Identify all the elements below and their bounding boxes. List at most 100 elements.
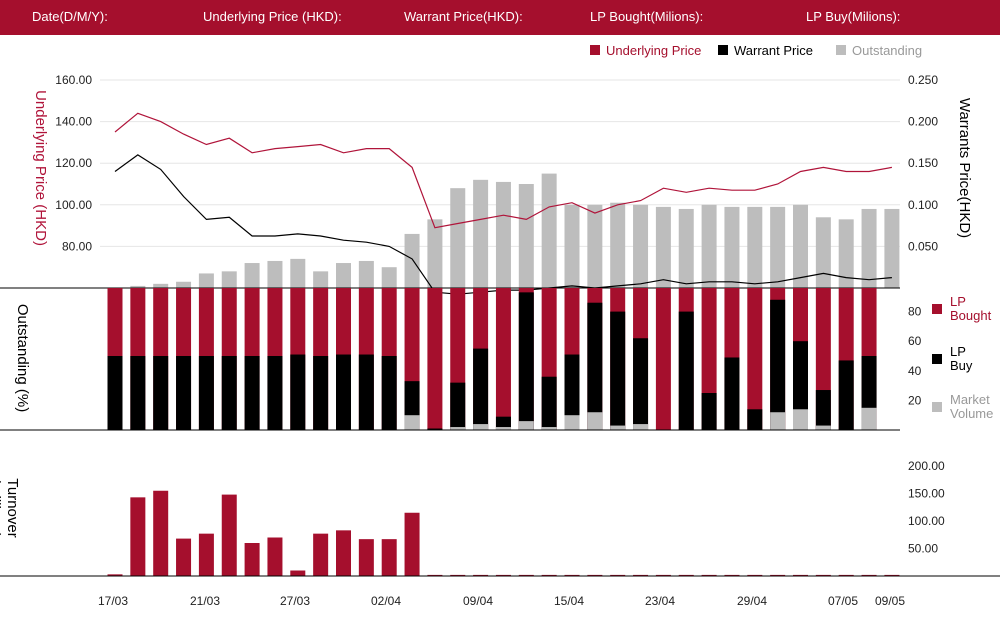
- lp-buy-bar: [130, 356, 146, 430]
- lp-buy-bar: [518, 292, 534, 430]
- y-bottom-axis-title-unit: (Millions): [0, 478, 3, 538]
- legend-swatch: [932, 354, 942, 364]
- turnover-bar: [221, 494, 237, 576]
- outstanding-bar: [244, 263, 260, 288]
- y-mid-tick-label: 60: [908, 334, 922, 348]
- x-tick-label: 29/04: [737, 594, 767, 608]
- x-tick-label: 27/03: [280, 594, 310, 608]
- lp-buy-bar: [336, 354, 351, 430]
- outstanding-bar: [221, 271, 237, 288]
- y-left-tick-label: 160.00: [55, 73, 92, 87]
- outstanding-bar: [290, 258, 306, 288]
- y-bottom-tick-label: 150.00: [908, 487, 945, 501]
- x-tick-label: 15/04: [554, 594, 584, 608]
- y-right-axis-title: Warrants Price(HKD): [956, 98, 973, 238]
- outstanding-bar: [587, 204, 603, 288]
- turnover-bar: [107, 574, 123, 576]
- lp-buy-bar: [610, 311, 626, 430]
- outstanding-bar: [633, 204, 649, 288]
- legend-swatch: [932, 402, 942, 412]
- lp-buy-bar: [358, 354, 374, 430]
- lp-buy-bar: [244, 356, 260, 430]
- legend-swatch: [718, 45, 728, 55]
- lp-buy-bar: [815, 390, 831, 430]
- x-tick-label: 02/04: [371, 594, 401, 608]
- y-left-axis-title: Underlying Price (HKD): [32, 90, 49, 246]
- legend-label: Market: [950, 392, 990, 407]
- turnover-bar: [381, 539, 397, 576]
- y-right-tick-label: 0.200: [908, 115, 938, 129]
- legend-swatch: [590, 45, 600, 55]
- lp-buy-bar: [450, 382, 466, 430]
- legend-label: Bought: [950, 308, 992, 323]
- lp-buy-bar: [678, 311, 694, 430]
- turnover-bar: [358, 539, 374, 576]
- outstanding-bar: [793, 204, 808, 288]
- y-bottom-tick-label: 50.00: [908, 542, 938, 556]
- lp-buy-bar: [724, 357, 740, 430]
- turnover-bar: [701, 574, 717, 576]
- turnover-bar: [518, 574, 534, 576]
- turnover-bar: [610, 574, 626, 576]
- lp-bought-bar: [655, 288, 671, 430]
- market-volume-bar: [587, 412, 603, 430]
- outstanding-bar: [518, 184, 534, 288]
- y-left-tick-label: 120.00: [55, 156, 92, 170]
- turnover-bar: [747, 574, 763, 576]
- outstanding-bar: [861, 208, 877, 288]
- lp-buy-bar: [221, 356, 237, 430]
- underlying-price-line: [114, 112, 893, 229]
- outstanding-bar: [381, 267, 397, 288]
- market-volume-bar: [770, 412, 786, 430]
- legend-label: Buy: [950, 358, 973, 373]
- outstanding-bar: [450, 188, 466, 288]
- lp-buy-bar: [564, 354, 580, 430]
- turnover-bar: [678, 574, 694, 576]
- x-tick-label: 17/03: [98, 594, 128, 608]
- header-bar: Date(D/M/Y): Underlying Price (HKD): War…: [0, 0, 1000, 35]
- legend-label: Outstanding: [852, 43, 922, 58]
- outstanding-bar: [564, 204, 580, 288]
- lp-bought-bar: [495, 288, 511, 430]
- y-right-tick-label: 0.100: [908, 198, 938, 212]
- market-volume-bar: [541, 427, 557, 430]
- date-label: Date(D/M/Y):: [32, 9, 108, 24]
- outstanding-bar: [495, 181, 511, 288]
- outstanding-bar: [473, 179, 489, 288]
- lp-buy-bar: [770, 299, 786, 430]
- lp-buy-bar: [495, 416, 511, 430]
- turnover-bar: [290, 570, 306, 576]
- outstanding-bar: [815, 217, 831, 288]
- turnover-bar: [884, 574, 900, 576]
- lp-buy-bar: [701, 393, 717, 430]
- turnover-bar: [655, 574, 671, 576]
- turnover-bar: [815, 574, 831, 576]
- outstanding-bar: [610, 202, 626, 288]
- lp-buy-bar: [313, 356, 329, 430]
- outstanding-bar: [153, 283, 169, 288]
- lp-buy-bar: [198, 356, 214, 430]
- turnover-bar: [564, 574, 580, 576]
- lp-buy-bar: [153, 356, 169, 430]
- outstanding-bar: [838, 219, 854, 288]
- lp-buy-bar: [381, 356, 397, 430]
- lp-buy-bar: [473, 348, 489, 430]
- turnover-bar: [838, 574, 854, 576]
- market-volume-bar: [633, 424, 649, 430]
- lp-buy-bar: [838, 360, 854, 430]
- lp-buy-bar: [107, 356, 123, 430]
- turnover-bar: [404, 512, 420, 576]
- market-volume-bar: [518, 421, 534, 430]
- outstanding-bar: [427, 219, 443, 288]
- lp-buy-label: LP Buy(Milions):: [806, 9, 901, 24]
- turnover-bar: [541, 574, 557, 576]
- outstanding-bar: [336, 263, 351, 288]
- y-bottom-axis-title: Turnover: [4, 478, 21, 537]
- lp-buy-bar: [541, 376, 557, 430]
- y-mid-tick-label: 40: [908, 364, 922, 378]
- lp-buy-bar: [793, 341, 808, 430]
- outstanding-bar: [130, 285, 146, 288]
- x-tick-label: 07/05: [828, 594, 858, 608]
- warrant-price-label: Warrant Price(HKD):: [404, 9, 523, 24]
